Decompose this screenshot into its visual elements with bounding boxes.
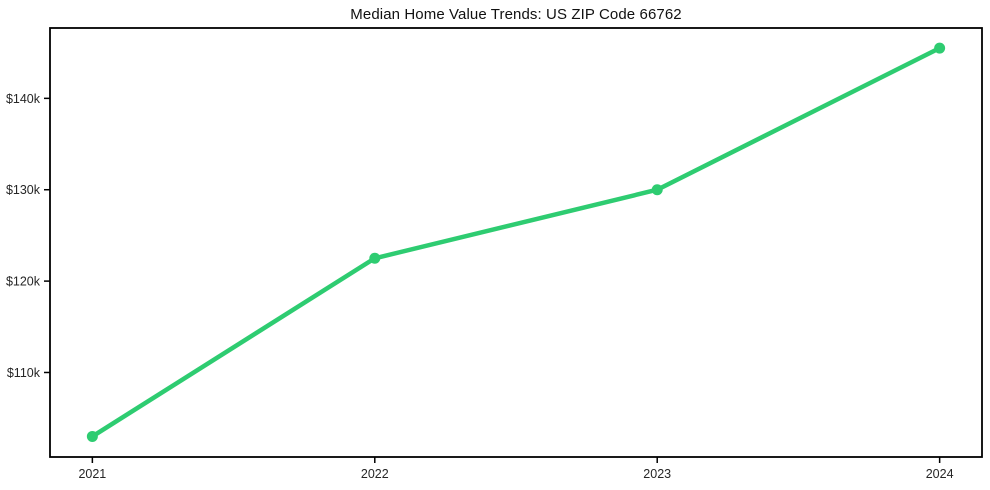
- y-tick-label: $110k: [7, 366, 41, 380]
- y-tick-label: $140k: [6, 92, 41, 106]
- x-tick-label: 2023: [643, 467, 671, 481]
- x-tick-label: 2021: [78, 467, 106, 481]
- chart-title: Median Home Value Trends: US ZIP Code 66…: [350, 6, 682, 23]
- y-tick-label: $130k: [6, 183, 41, 197]
- x-tick-label: 2022: [361, 467, 389, 481]
- x-tick-label: 2024: [926, 467, 954, 481]
- data-point-2022: [369, 252, 381, 264]
- data-point-2021: [86, 430, 98, 442]
- plot-border: [49, 27, 983, 458]
- data-point-2023: [651, 184, 663, 196]
- trend-line: [90, 45, 942, 439]
- data-point-2024: [934, 42, 946, 54]
- y-tick-label: $120k: [6, 275, 41, 289]
